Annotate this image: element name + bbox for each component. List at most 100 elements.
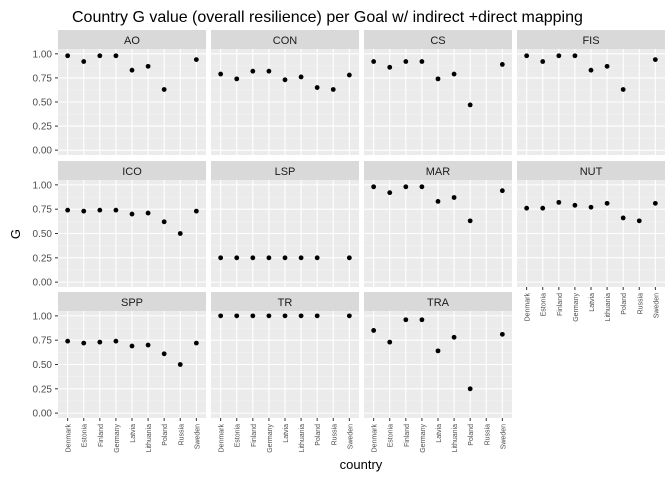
facet-strip — [364, 292, 512, 311]
data-point — [572, 53, 578, 59]
data-point — [250, 255, 256, 261]
facet-strip — [211, 161, 359, 180]
data-point — [145, 342, 151, 348]
facet-strip — [211, 292, 359, 311]
data-point — [435, 76, 441, 82]
x-tick-label: Lithuania — [299, 424, 306, 453]
data-point — [540, 205, 546, 211]
x-axis-title: country — [340, 457, 383, 472]
data-point — [298, 313, 304, 319]
facet-label: NUT — [580, 166, 603, 178]
x-tick-label: Finland — [404, 424, 411, 447]
x-tick-label: Latvia — [436, 424, 443, 443]
data-point — [218, 71, 224, 77]
data-point — [193, 340, 199, 346]
data-point — [467, 218, 473, 224]
data-point — [97, 53, 103, 59]
facet-label: ICO — [122, 166, 142, 178]
x-tick-label: Poland — [621, 293, 628, 315]
data-point — [250, 68, 256, 74]
data-point — [282, 255, 288, 261]
data-point — [467, 102, 473, 108]
data-point — [266, 68, 272, 74]
data-point — [652, 200, 658, 206]
data-point — [346, 313, 352, 319]
x-tick-label: Latvia — [283, 424, 290, 443]
data-point — [588, 204, 594, 210]
x-tick-label: Latvia — [130, 424, 137, 443]
x-tick-label: Poland — [162, 424, 169, 446]
chart-title: Country G value (overall resilience) per… — [72, 9, 583, 26]
y-tick-label: 0.50 — [33, 229, 53, 240]
y-tick-label: 0.75 — [33, 73, 53, 84]
facet-strip — [211, 30, 359, 49]
y-tick-label: 0.25 — [33, 122, 53, 133]
data-point — [499, 188, 505, 194]
data-point — [652, 57, 658, 62]
x-tick-label: Estonia — [541, 293, 548, 316]
x-tick-label: Germany — [573, 293, 580, 322]
x-tick-label: Russia — [637, 293, 644, 315]
x-tick-label: Sweden — [347, 424, 354, 449]
data-point — [636, 218, 642, 224]
data-point — [177, 362, 183, 367]
x-tick-label: Russia — [331, 424, 338, 446]
y-tick-label: 0.75 — [33, 336, 53, 347]
y-tick-label: 0.00 — [33, 146, 53, 157]
data-point — [419, 184, 425, 190]
facet-label: FIS — [582, 35, 599, 47]
data-point — [282, 77, 288, 83]
y-tick-label: 0.25 — [33, 384, 53, 395]
data-point — [451, 195, 457, 200]
y-axis-title: G — [8, 229, 23, 239]
facet-label: CON — [273, 35, 298, 47]
data-point — [161, 87, 167, 92]
data-point — [556, 53, 562, 59]
facet-label: CS — [430, 35, 445, 47]
data-point — [250, 313, 256, 319]
data-point — [282, 313, 288, 319]
data-point — [234, 255, 240, 261]
data-point — [81, 340, 87, 346]
data-point — [620, 87, 626, 92]
x-tick-label: Russia — [178, 424, 185, 446]
data-point — [129, 211, 135, 217]
x-tick-label: Latvia — [589, 293, 596, 312]
x-tick-label: Denmark — [372, 424, 379, 453]
facet-label: TR — [278, 297, 293, 309]
facet-label: AO — [124, 35, 140, 47]
data-point — [451, 71, 457, 77]
data-point — [467, 386, 473, 392]
data-point — [81, 59, 87, 64]
data-point — [234, 76, 240, 82]
x-tick-label: Poland — [315, 424, 322, 446]
data-point — [81, 208, 87, 214]
data-point — [588, 67, 594, 73]
facet-strip — [517, 161, 665, 180]
data-point — [193, 57, 199, 62]
data-point — [113, 338, 119, 344]
x-tick-label: Estonia — [82, 424, 89, 447]
data-point — [330, 87, 336, 92]
data-point — [524, 53, 530, 59]
data-point — [161, 351, 167, 357]
data-point — [266, 255, 272, 261]
data-point — [403, 317, 409, 323]
data-point — [97, 339, 103, 345]
data-point — [113, 53, 119, 59]
facet-strip — [58, 30, 206, 49]
data-point — [371, 184, 377, 190]
data-point — [620, 215, 626, 221]
x-tick-label: Denmark — [66, 424, 73, 453]
data-point — [314, 255, 320, 261]
x-tick-label: Sweden — [500, 424, 507, 449]
data-point — [435, 199, 441, 204]
y-tick-label: 0.50 — [33, 360, 53, 371]
data-point — [556, 199, 562, 205]
x-tick-label: Russia — [484, 424, 491, 446]
y-tick-label: 0.75 — [33, 205, 53, 216]
y-tick-label: 1.00 — [33, 49, 53, 60]
data-point — [435, 348, 441, 354]
x-tick-label: Estonia — [235, 424, 242, 447]
